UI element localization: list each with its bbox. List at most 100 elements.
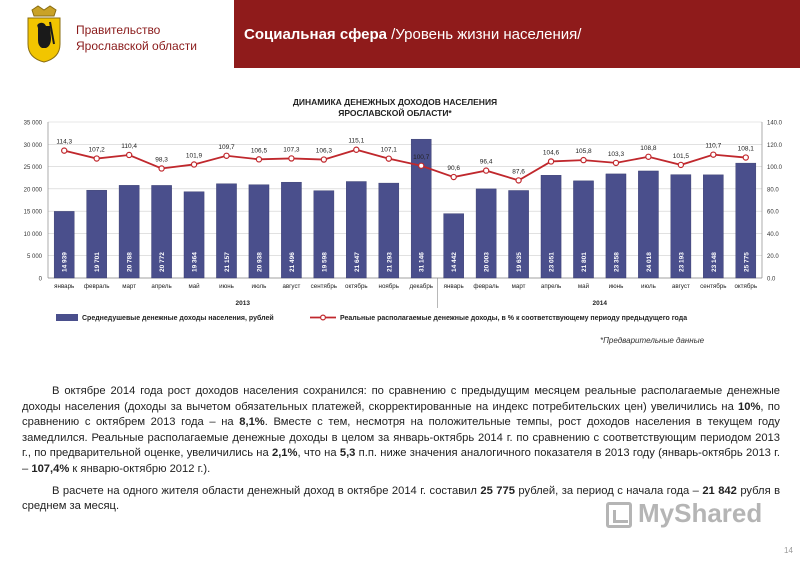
bar [443, 213, 464, 279]
x-tick-label: июль [252, 283, 267, 290]
bar-value-label: 31 146 [419, 252, 426, 272]
line-point [580, 156, 587, 164]
line-value-label: 110,4 [121, 143, 137, 150]
bar [183, 191, 205, 279]
p1-b3: 2,1% [271, 447, 298, 460]
p2-d: рубля в среднем за месяц. [22, 484, 781, 513]
line-value-label: 100,7 [413, 154, 430, 161]
line-value-label: 108,8 [640, 145, 657, 152]
line-point [385, 155, 392, 162]
x-tick-label: октябрь [345, 283, 368, 290]
y-right-tick-label: 60.0 [767, 210, 779, 216]
bar [151, 185, 172, 279]
gov-line-2: Ярославской области [76, 39, 197, 53]
bar [378, 182, 400, 279]
page-title-sub: /Уровень жизни населения/ [386, 26, 582, 43]
bar-value-label: 20 938 [256, 252, 263, 272]
description-text: В октябре 2014 года рост доходов населен… [22, 384, 780, 521]
p2-c: рублей, за период с начала года – [514, 484, 703, 497]
bar [410, 138, 432, 279]
bar-value-label: 21 496 [289, 252, 296, 272]
p2-a: В расчете на одного жителя области денеж… [52, 484, 481, 497]
chart-title-line: ЯРОСЛАВСКОЙ ОБЛАСТИ* [338, 107, 452, 118]
bar [346, 181, 367, 279]
bar-value-label: 19 598 [321, 252, 328, 272]
x-tick-label: апрель [541, 283, 561, 290]
gov-line-1: Правительство [76, 23, 161, 37]
line-point [158, 165, 165, 172]
bar [53, 211, 75, 279]
bar [605, 173, 627, 279]
line-value-label: 90,6 [447, 165, 460, 172]
page-title-main: Социальная сфера [244, 26, 387, 43]
page-number: 14 [784, 546, 793, 555]
bar-value-label: 20 788 [127, 252, 134, 272]
x-tick-label: январь [54, 283, 74, 290]
bar-value-label: 14 939 [62, 252, 69, 272]
x-tick-label: май [578, 283, 590, 290]
line-point [418, 162, 425, 169]
line-point [742, 154, 749, 161]
p1-g: к январю-октябрю 2012 г.). [69, 462, 211, 475]
line-value-label: 105,8 [575, 148, 592, 155]
y-right-tick-label: 120.0 [767, 143, 783, 149]
title-banner: Социальная сфера /Уровень жизни населени… [234, 0, 800, 68]
line-point [612, 159, 620, 167]
income-chart: ДИНАМИКА ДЕНЕЖНЫХ ДОХОДОВ НАСЕЛЕНИЯЯРОСЛ… [24, 97, 783, 322]
bar-value-label: 14 442 [451, 252, 458, 272]
line-value-label: 101,9 [186, 152, 203, 159]
line-point [547, 158, 555, 165]
x-tick-label: сентябрь [700, 283, 726, 290]
x-tick-label: декабрь [409, 283, 433, 290]
legend-bar-swatch [56, 314, 78, 321]
bar-value-label: 23 193 [678, 252, 685, 272]
line-point [482, 167, 490, 174]
line-value-label: 104,6 [543, 149, 560, 156]
y-right-tick-label: 40.0 [767, 232, 779, 238]
y-right-tick-label: 0.0 [767, 277, 776, 283]
bar [573, 180, 594, 279]
y-left-tick-label: 30 000 [24, 143, 43, 149]
legend-bar-label: Среднедушевые денежные доходы населения,… [82, 314, 274, 322]
bar [638, 170, 659, 279]
p1-b2: 8,1% [239, 416, 265, 429]
presentation-icon [606, 502, 632, 529]
chart-footnote: *Предварительные данные [600, 336, 705, 345]
line-point [710, 151, 717, 158]
p1-a: В октябре 2014 года рост доходов населен… [22, 385, 780, 413]
x-tick-label: август [672, 283, 690, 290]
header: Правительство Ярославской области Социал… [0, 0, 800, 68]
line-point [190, 161, 198, 168]
bar [540, 175, 562, 279]
line-value-label: 114,3 [56, 139, 72, 146]
x-tick-label: март [512, 283, 526, 290]
paragraph-2: В расчете на одного жителя области денеж… [22, 484, 780, 515]
bar [703, 174, 724, 279]
line-value-label: 87,6 [512, 168, 525, 175]
p2-b2: 21 842 [702, 484, 737, 497]
line-value-label: 107,1 [381, 147, 398, 154]
page-title: Социальная сфера /Уровень жизни населени… [244, 26, 581, 43]
x-tick-label: апрель [151, 283, 171, 290]
line-value-label: 96,4 [480, 159, 493, 166]
bar-value-label: 19 364 [192, 252, 199, 272]
bar [670, 174, 692, 279]
bar [281, 181, 302, 279]
line-value-label: 106,5 [251, 147, 268, 154]
bar [475, 188, 497, 279]
bar-value-label: 23 358 [613, 252, 620, 272]
bar-value-label: 21 157 [224, 252, 231, 272]
bar-value-label: 21 647 [354, 252, 361, 272]
line-point [288, 155, 295, 162]
line-point [450, 173, 457, 181]
y-left-tick-label: 35 000 [24, 121, 43, 127]
bar-value-label: 20 003 [484, 252, 491, 272]
y-left-tick-label: 0 [39, 277, 43, 283]
x-tick-label: январь [444, 283, 464, 290]
watermark: MyShared [606, 498, 762, 529]
bar-value-label: 21 801 [581, 252, 588, 272]
line-value-label: 110,7 [705, 143, 721, 150]
bar [313, 190, 335, 279]
line-point [125, 151, 133, 159]
year-label: 2013 [235, 300, 250, 307]
